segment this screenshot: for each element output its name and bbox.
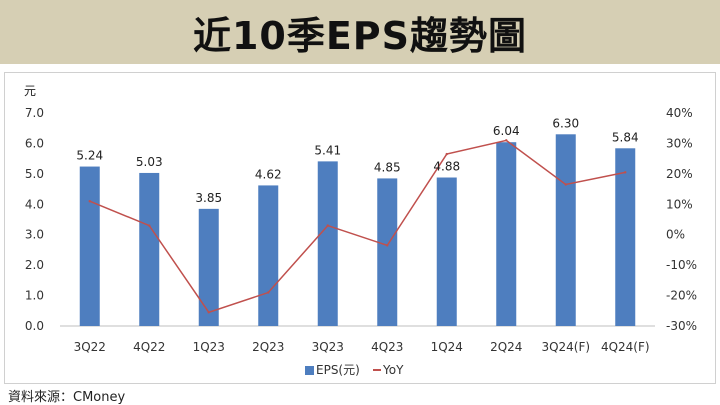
eps-yoy-chart: 元 0.0 1.0 2.0 3.0 4.0 5.0 6.0 7.0 -30% -20% -10% 0% 1… <box>24 84 697 377</box>
y-left-tick-label: 3.0 <box>25 228 44 242</box>
legend-eps-label: EPS(元) <box>316 363 360 377</box>
yoy-point <box>505 139 508 142</box>
eps-data-label: 3.85 <box>195 191 222 205</box>
eps-data-label: 4.62 <box>255 167 282 181</box>
y-left-tick-label: 5.0 <box>25 167 44 181</box>
eps-bar <box>555 134 576 326</box>
x-tick-label: 4Q22 <box>133 340 165 354</box>
y-right-tick-label: -30% <box>666 319 697 333</box>
yoy-point <box>267 291 270 294</box>
x-tick-label: 1Q24 <box>431 340 463 354</box>
title-bar: 近10季EPS趨勢圖 <box>0 0 720 64</box>
source-note: 資料來源：CMoney <box>8 390 126 405</box>
eps-bar <box>139 172 160 326</box>
y-right-tick-label: 20% <box>666 167 693 181</box>
y-right-tick-label: 10% <box>666 197 693 211</box>
x-tick-label: 1Q23 <box>193 340 225 354</box>
eps-bar <box>615 148 636 326</box>
y-left-tick-label: 7.0 <box>25 106 44 120</box>
page-title: 近10季EPS趨勢圖 <box>192 13 528 58</box>
eps-data-label: 6.30 <box>552 116 579 130</box>
x-tick-label: 2Q23 <box>252 340 284 354</box>
eps-data-label: 5.84 <box>612 130 639 144</box>
eps-bar <box>436 177 457 326</box>
eps-bar <box>496 142 517 326</box>
y-left-tick-label: 2.0 <box>25 258 44 272</box>
yoy-point <box>624 171 627 174</box>
eps-bar <box>258 185 279 326</box>
eps-data-label: 5.24 <box>76 149 103 163</box>
yoy-point <box>88 200 91 203</box>
yoy-point <box>326 224 329 227</box>
eps-data-label: 4.88 <box>433 160 460 174</box>
y-right-tick-label: 0% <box>666 228 685 242</box>
chart-frame <box>4 72 716 384</box>
legend-yoy-label: YoY <box>382 363 404 377</box>
y-left-tick-label: 6.0 <box>25 136 44 150</box>
y-left-unit-label: 元 <box>24 84 36 98</box>
yoy-point <box>564 183 567 186</box>
yoy-line <box>89 139 626 314</box>
y-right-tick-label: -10% <box>666 258 697 272</box>
eps-bar <box>79 166 100 326</box>
x-tick-label: 3Q24(F) <box>541 340 590 354</box>
y-right-tick-label: 30% <box>666 136 693 150</box>
x-tick-label: 4Q24(F) <box>601 340 650 354</box>
x-tick-label: 3Q23 <box>312 340 344 354</box>
legend-eps-swatch <box>305 366 314 375</box>
y-left-tick-label: 4.0 <box>25 197 44 211</box>
yoy-point <box>148 224 151 227</box>
eps-data-label: 6.04 <box>493 124 520 138</box>
yoy-point <box>386 244 389 247</box>
eps-bar <box>377 178 398 326</box>
yoy-point <box>207 311 210 314</box>
eps-bar <box>198 208 219 326</box>
eps-data-label: 5.41 <box>314 143 341 157</box>
x-tick-label: 4Q23 <box>371 340 403 354</box>
eps-data-label: 5.03 <box>136 155 163 169</box>
x-tick-label: 3Q22 <box>74 340 106 354</box>
y-right-tick-label: -20% <box>666 289 697 303</box>
y-left-tick-label: 1.0 <box>25 289 44 303</box>
eps-data-label: 4.85 <box>374 160 401 174</box>
y-right-tick-label: 40% <box>666 106 693 120</box>
y-left-tick-label: 0.0 <box>25 319 44 333</box>
eps-bar <box>317 161 338 326</box>
x-tick-label: 2Q24 <box>490 340 522 354</box>
yoy-point <box>445 152 448 156</box>
